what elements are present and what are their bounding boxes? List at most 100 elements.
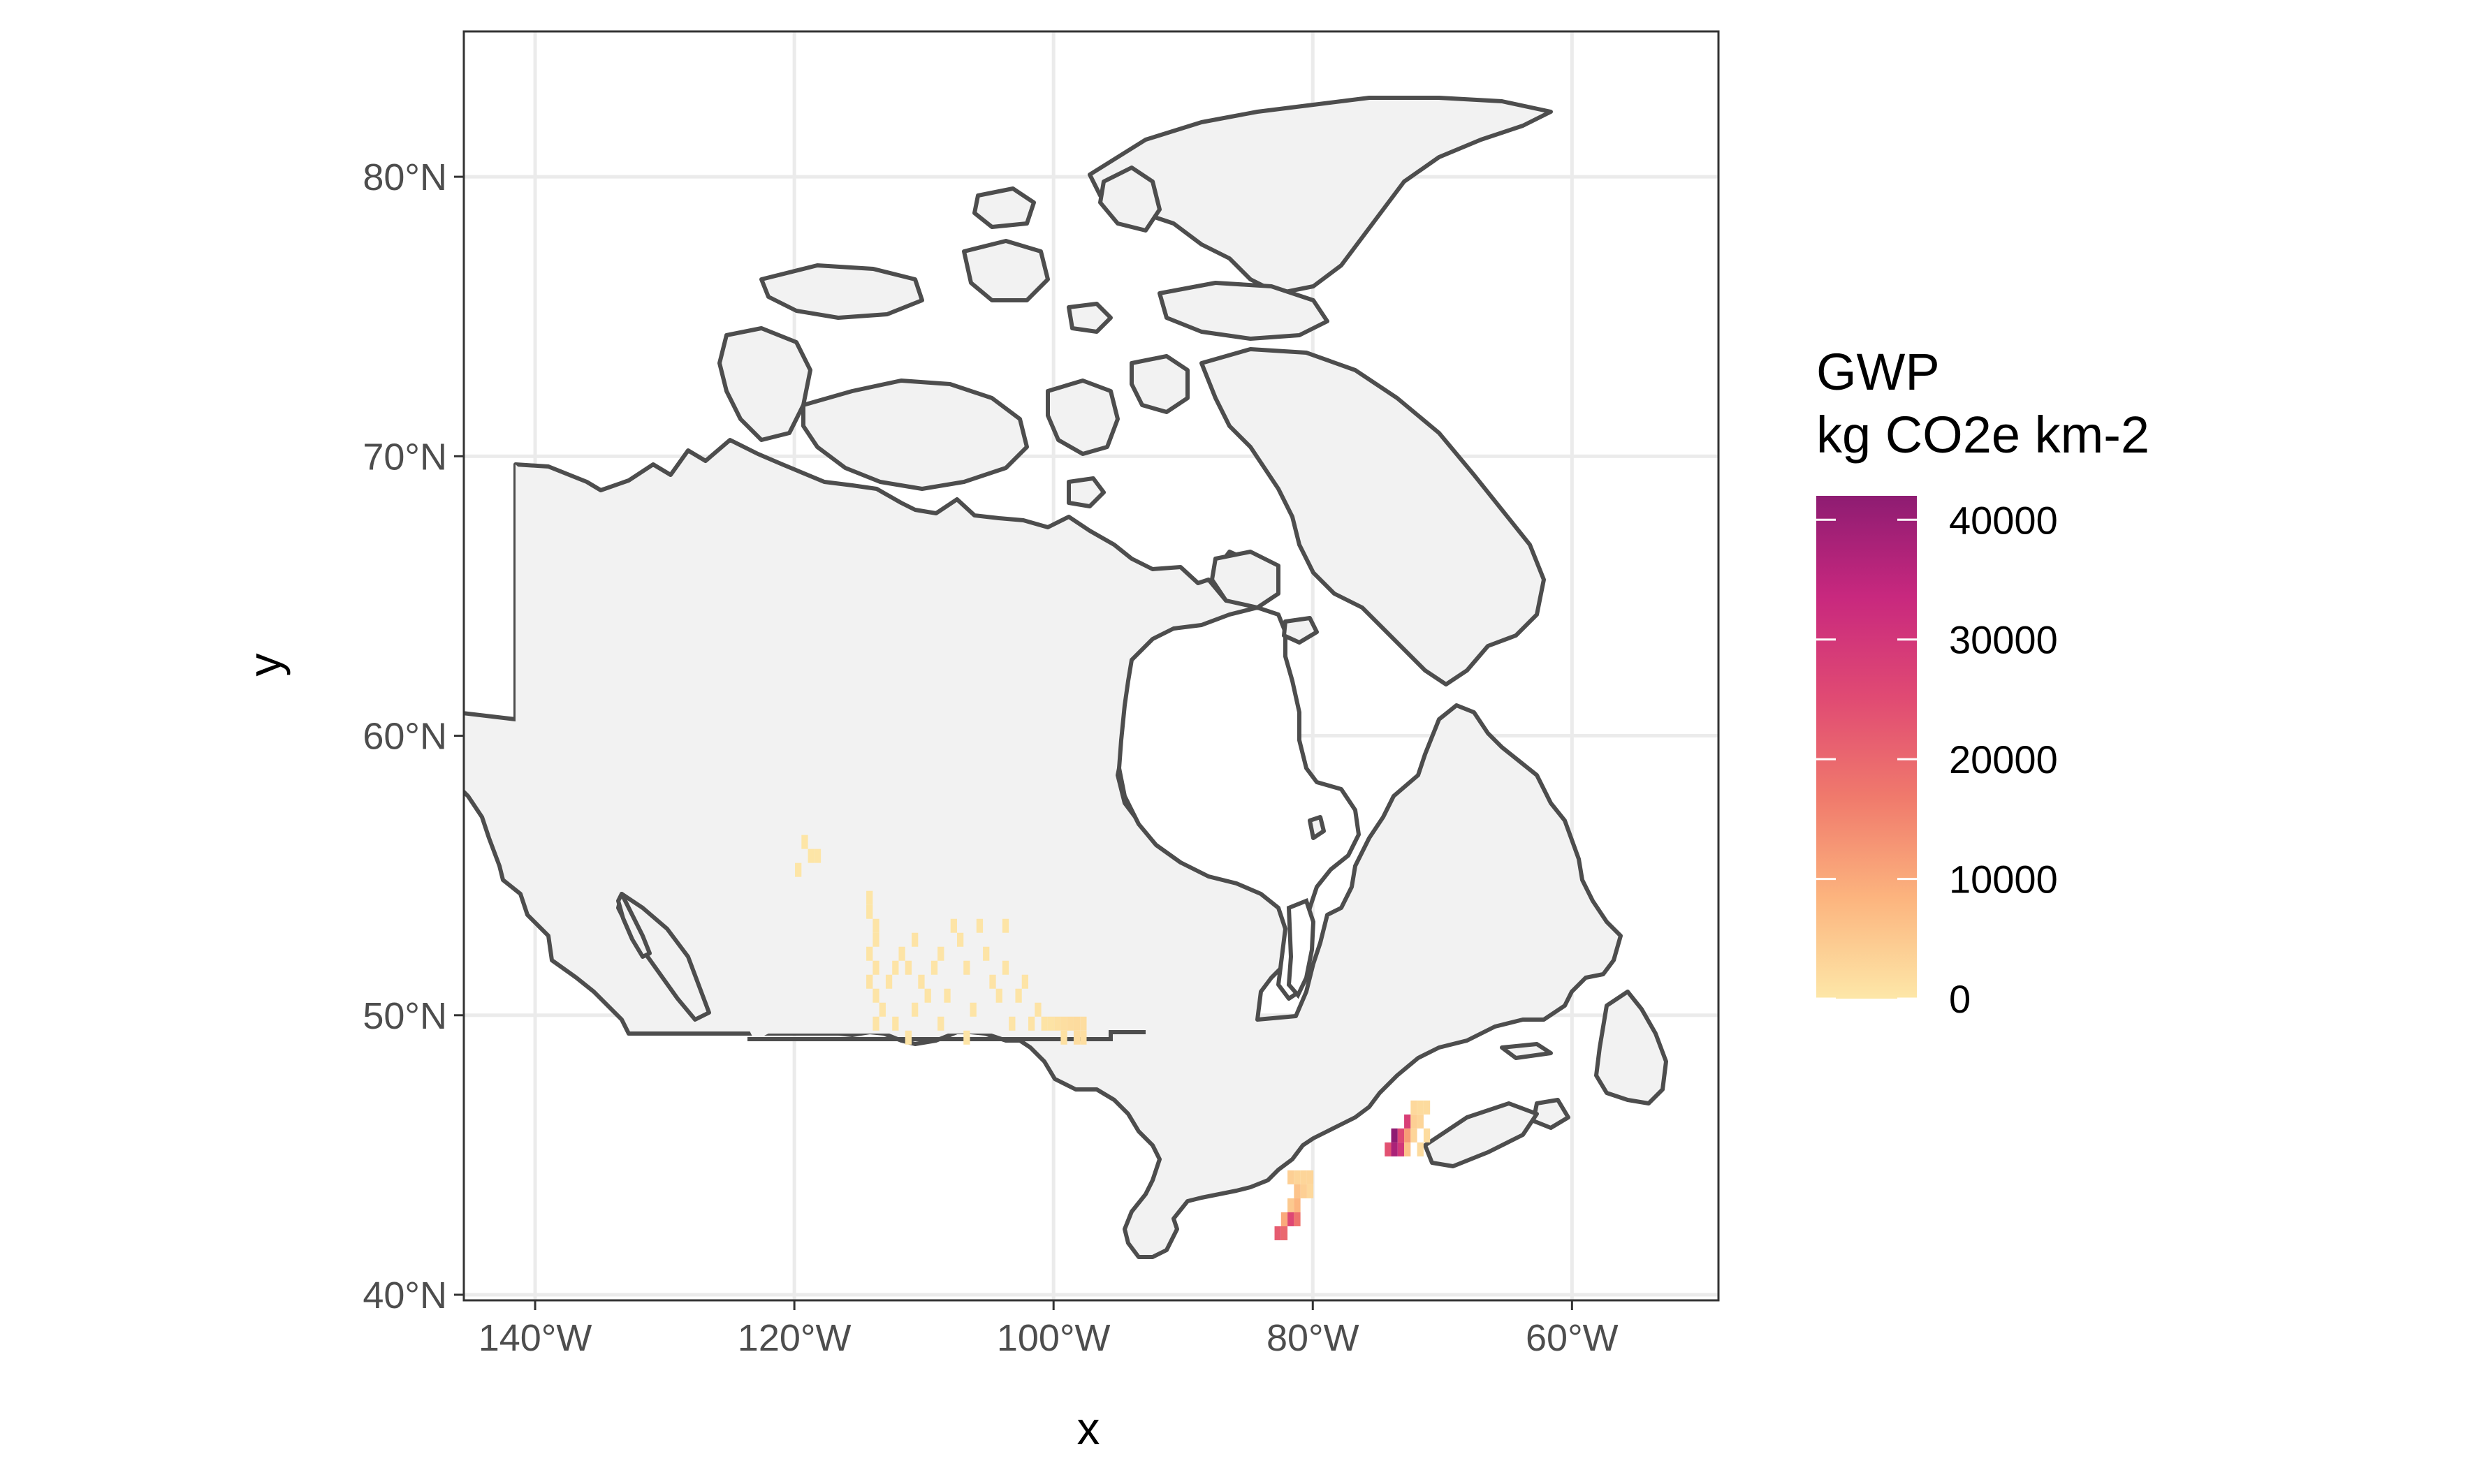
emission-cell <box>892 1016 899 1031</box>
emission-cell <box>1015 988 1022 1003</box>
emission-cell <box>1417 1114 1424 1129</box>
emission-cell <box>1028 1016 1035 1031</box>
us-border <box>747 1030 1146 1041</box>
emission-cell <box>1009 1016 1016 1031</box>
amund-ringnes <box>972 186 1036 229</box>
southampton-island <box>1210 550 1280 610</box>
x-tick-label: 60°W <box>1526 1317 1619 1359</box>
emission-cell <box>1417 1142 1424 1156</box>
x-tick-label: 120°W <box>738 1317 852 1359</box>
prince-of-wales-island <box>1046 379 1120 456</box>
emission-cell <box>1002 918 1009 933</box>
emission-cell <box>944 988 951 1003</box>
emission-cell <box>1423 1100 1431 1115</box>
emission-cell <box>983 946 990 961</box>
emission-cell <box>1294 1198 1301 1212</box>
legend-break-label: 10000 <box>1949 858 2058 902</box>
x-tick-label: 100°W <box>997 1317 1111 1359</box>
emission-cell <box>1391 1128 1398 1143</box>
emission-cell <box>976 918 984 933</box>
canada-landmass <box>464 438 1623 1259</box>
belcher-island <box>1308 815 1326 840</box>
legend-title-line2: kg CO2e km-2 <box>1816 406 2149 464</box>
emission-cell <box>866 946 873 961</box>
emission-cell <box>1417 1100 1424 1115</box>
emission-cell <box>950 918 957 933</box>
emission-cell <box>1073 1030 1081 1045</box>
emission-cell <box>1080 1016 1087 1031</box>
emission-cell <box>1410 1100 1417 1115</box>
emission-cell <box>989 974 996 989</box>
nova-scotia <box>1423 1101 1539 1168</box>
emission-cell <box>1280 1226 1288 1240</box>
emission-cell <box>1404 1114 1411 1129</box>
emission-cell <box>1073 1016 1081 1031</box>
emission-cell <box>873 960 879 975</box>
emission-cell <box>912 932 919 947</box>
emission-cell <box>956 932 964 947</box>
arctic-archipelago <box>717 96 1553 840</box>
anticosti-island <box>1500 1042 1553 1060</box>
emission-cell <box>1397 1128 1405 1143</box>
emission-cell <box>970 1002 977 1017</box>
melville-island <box>759 263 924 320</box>
somerset-island <box>1130 354 1190 414</box>
emission-cell <box>879 1002 886 1017</box>
legend-break-label: 30000 <box>1949 618 2058 662</box>
emission-cell <box>1060 1016 1067 1031</box>
legend-break-label: 0 <box>1949 977 1971 1021</box>
emission-cell <box>1021 974 1029 989</box>
emission-cell <box>905 960 912 975</box>
y-tick-label: 40°N <box>363 1274 447 1316</box>
emission-cell <box>873 918 879 933</box>
emission-cell <box>1054 1016 1061 1031</box>
emission-cell <box>898 946 905 961</box>
emission-cell <box>1306 1184 1314 1198</box>
king-william-island <box>1067 476 1106 508</box>
emission-cell <box>1041 1016 1048 1031</box>
emission-cell <box>873 1016 879 1031</box>
emission-cell <box>1404 1128 1411 1143</box>
emission-cell <box>1397 1142 1405 1156</box>
emission-cell <box>1404 1142 1411 1156</box>
haida-gwaii <box>616 892 652 959</box>
emission-cell <box>1287 1170 1294 1184</box>
emission-cell <box>1287 1198 1294 1212</box>
emission-cell <box>801 835 808 849</box>
emission-cell <box>1002 960 1009 975</box>
coats-island <box>1282 616 1319 645</box>
x-axis-title: x <box>1077 1402 1100 1454</box>
newfoundland <box>1594 990 1668 1105</box>
emission-cell <box>1300 1170 1307 1184</box>
bathurst-island <box>962 239 1050 302</box>
emission-cell <box>866 890 873 905</box>
emission-cell <box>930 960 938 975</box>
y-tick-label: 50°N <box>363 995 447 1037</box>
axel-heiberg <box>1098 166 1162 233</box>
emission-cell <box>808 848 815 863</box>
y-axis-title: y <box>239 654 291 677</box>
emission-cell <box>1274 1226 1281 1240</box>
western-mainland <box>516 464 1160 1048</box>
james-bay <box>1286 898 1316 999</box>
emission-cell <box>912 1002 919 1017</box>
x-tick-label: 80°W <box>1266 1317 1359 1359</box>
emission-cell <box>1280 1212 1288 1226</box>
y-tick-label: 70°N <box>363 436 447 478</box>
emission-cell <box>1287 1212 1294 1226</box>
emission-cell <box>1306 1170 1314 1184</box>
emission-cell <box>1391 1142 1398 1156</box>
emission-cell <box>873 932 879 947</box>
emission-cell <box>795 862 802 877</box>
legend: GWP kg CO2e km-2 0 10000 20000 30000 40000 <box>1816 343 2149 1021</box>
emission-cell <box>905 1030 912 1045</box>
victoria-island <box>801 379 1029 491</box>
emission-cell <box>963 960 970 975</box>
emission-cell <box>892 960 899 975</box>
y-tick-label: 80°N <box>363 156 447 198</box>
emission-cell <box>995 988 1002 1003</box>
emission-cell <box>924 988 931 1003</box>
emission-cell <box>814 848 822 863</box>
legend-title-line1: GWP <box>1816 343 1940 401</box>
